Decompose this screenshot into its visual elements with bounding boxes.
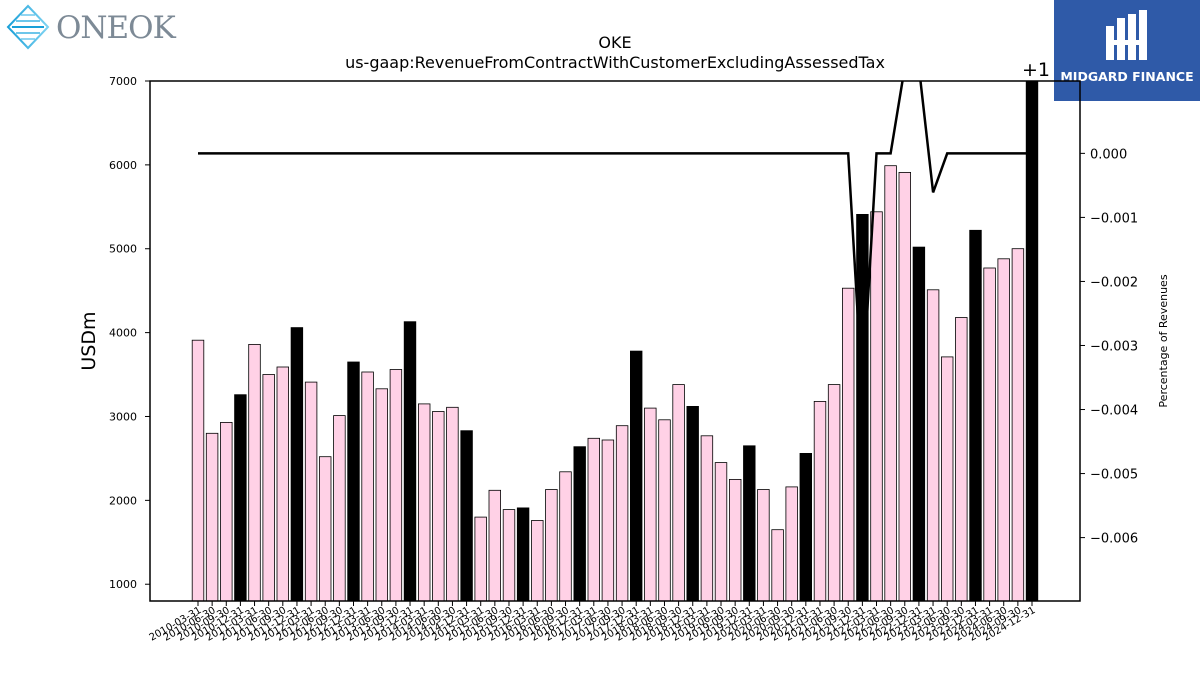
bar — [389, 369, 403, 602]
y2-offset-text: +1 — [1022, 59, 1050, 81]
y-tick-label: 6000 — [109, 159, 137, 172]
y2-tick-label: −0.003 — [1090, 339, 1138, 354]
bar — [672, 384, 685, 602]
y-axis-left: 1000 2000 3000 4000 5000 6000 7000 — [109, 75, 150, 591]
bar — [262, 374, 275, 602]
bar — [573, 446, 586, 602]
bar — [333, 415, 346, 602]
bar — [630, 350, 643, 602]
bar — [460, 430, 473, 602]
bar — [347, 361, 360, 602]
y2-tick-label: −0.001 — [1090, 211, 1138, 226]
bar — [983, 267, 996, 602]
y2-axis-label: Percentage of Revenues — [1157, 274, 1170, 407]
bar — [446, 406, 459, 602]
bar — [432, 411, 445, 602]
bar — [587, 437, 601, 602]
y2-tick-label: −0.004 — [1090, 404, 1138, 419]
bar — [926, 289, 940, 602]
oneok-logo: ONEOK — [4, 4, 176, 50]
bar — [884, 165, 897, 602]
bar — [955, 317, 968, 602]
bar — [318, 456, 332, 602]
bar — [474, 516, 487, 602]
x-axis: 2010-03-312010-06-302010-09-302010-12-31… — [148, 601, 1038, 644]
bar — [700, 435, 714, 602]
bar — [1025, 80, 1039, 602]
bar — [417, 403, 431, 602]
midgard-emblem-icon — [1106, 10, 1147, 60]
bar — [361, 371, 374, 602]
bar — [686, 405, 699, 602]
bar — [898, 171, 912, 602]
percentage-line-series — [198, 81, 1032, 395]
y2-tick-label: 0.000 — [1090, 147, 1127, 162]
bar — [969, 229, 982, 602]
bar — [290, 327, 304, 602]
bar — [644, 407, 657, 602]
bar — [941, 356, 954, 602]
plot-frame — [149, 80, 1081, 602]
bar — [559, 471, 572, 602]
bar — [191, 339, 205, 602]
bar — [276, 366, 290, 602]
y-axis-label: USDm — [78, 311, 100, 370]
bar — [304, 381, 318, 602]
y-tick-label: 5000 — [109, 243, 137, 256]
bar — [220, 421, 233, 602]
bar — [771, 529, 784, 602]
bar — [870, 211, 883, 602]
y-tick-label: 3000 — [109, 410, 137, 423]
bar — [827, 384, 841, 602]
bar — [502, 509, 516, 602]
bar — [658, 419, 671, 602]
bar — [234, 394, 247, 602]
y2-tick-label: −0.006 — [1090, 532, 1138, 547]
oneok-diamond-icon — [6, 4, 50, 50]
bar — [545, 489, 558, 602]
bar — [997, 258, 1010, 602]
y-axis-right: 0.000 −0.001 −0.002 −0.003 −0.004 −0.005 −0.00… — [1080, 147, 1138, 547]
bar — [615, 425, 629, 602]
bar — [842, 287, 855, 602]
percentage-line — [198, 81, 1032, 395]
bar — [205, 432, 219, 602]
bar — [403, 321, 417, 602]
bar — [601, 439, 615, 602]
bar — [714, 462, 728, 602]
bar — [799, 452, 813, 602]
bar — [813, 400, 827, 602]
bar — [743, 445, 756, 602]
oneok-wordmark: ONEOK — [56, 10, 176, 46]
bar — [375, 388, 389, 602]
y-tick-label: 2000 — [109, 494, 137, 507]
bar — [248, 343, 261, 602]
bar — [531, 520, 544, 602]
chart-subtitle: us-gaap:RevenueFromContractWithCustomerE… — [345, 53, 885, 72]
bar — [785, 486, 798, 602]
bar — [488, 489, 502, 602]
bar — [757, 489, 770, 602]
bar — [912, 246, 926, 602]
bar-series — [191, 80, 1039, 602]
midgard-brand-text: MIDGARD FINANCE — [1060, 69, 1194, 84]
midgard-finance-logo: MIDGARD FINANCE — [1054, 0, 1200, 101]
y2-tick-label: −0.002 — [1090, 275, 1138, 290]
y-tick-label: 7000 — [109, 75, 137, 88]
bar — [1011, 248, 1025, 602]
y-tick-label: 4000 — [109, 327, 137, 340]
bar — [516, 507, 530, 602]
chart-title: OKE — [598, 33, 631, 52]
bar — [856, 213, 869, 602]
y2-tick-label: −0.005 — [1090, 468, 1138, 483]
bar — [729, 478, 742, 602]
y-tick-label: 1000 — [109, 578, 137, 591]
